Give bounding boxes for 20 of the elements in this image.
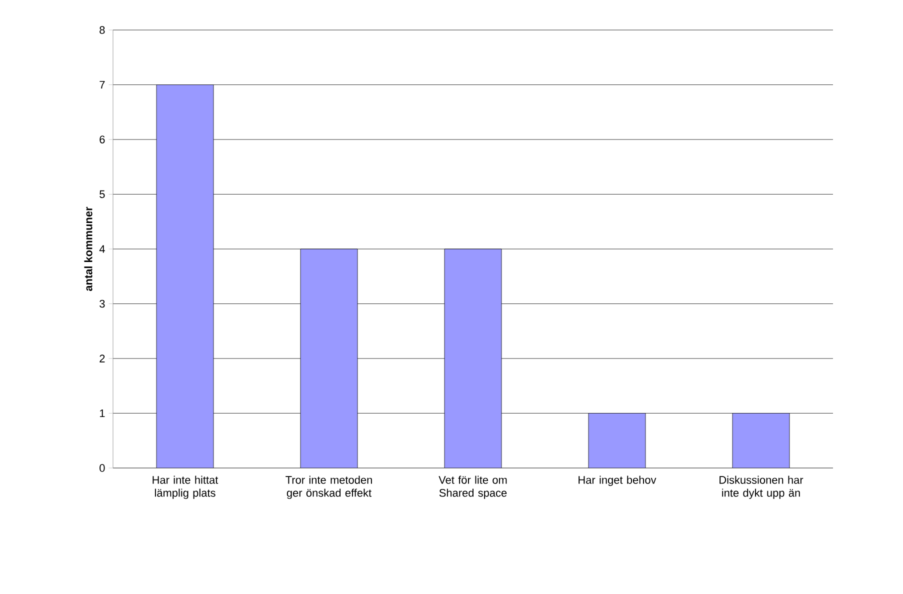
y-tick-label: 4 bbox=[99, 245, 105, 253]
y-tick-label: 5 bbox=[100, 190, 105, 198]
x-tick-label: Tror inte metoden ger önskad effekt bbox=[286, 476, 372, 499]
y-tick-label: 6 bbox=[100, 136, 105, 144]
y-axis-title: antal kommuner bbox=[84, 206, 92, 291]
y-tick-label: 7 bbox=[100, 80, 105, 89]
x-tick-label: Vet för lite om Shared space bbox=[438, 476, 507, 499]
x-tick-label: Diskussionen har inte dykt upp än bbox=[720, 476, 804, 499]
y-tick-label: 2 bbox=[100, 354, 105, 362]
y-tick-label: 0 bbox=[100, 464, 105, 472]
bar bbox=[300, 248, 358, 468]
y-tick-label: 8 bbox=[100, 26, 105, 34]
y-tick-label: 1 bbox=[100, 409, 105, 418]
x-tick-label: Har inte hittat lämplig plats bbox=[152, 476, 218, 499]
bar bbox=[588, 413, 646, 468]
y-tick-label: 3 bbox=[100, 300, 105, 308]
x-tick-label: Har inget behov bbox=[578, 476, 656, 486]
bar bbox=[444, 248, 502, 468]
bar bbox=[732, 413, 790, 468]
bar bbox=[156, 84, 214, 468]
